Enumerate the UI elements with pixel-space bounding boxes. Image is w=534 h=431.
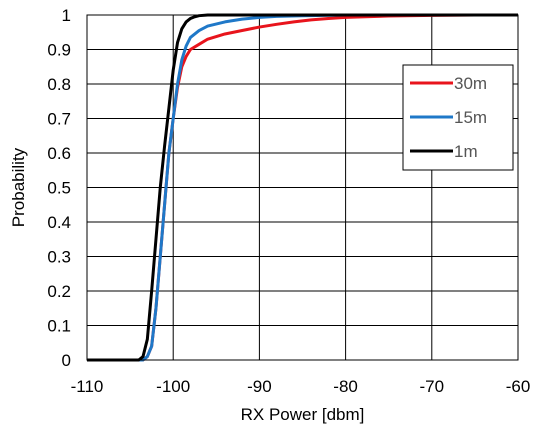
y-tick-label: 0.7 [47,110,71,129]
legend: 30m 15m 1m [402,64,514,171]
x-axis-label: RX Power [dbm] [241,405,365,424]
legend-label: 30m [454,74,487,93]
x-tick-label: -90 [247,377,272,396]
x-tick-label: -80 [333,377,358,396]
x-tick-label: -60 [506,377,531,396]
x-tick-label: -70 [420,377,445,396]
y-tick-label: 0.8 [47,75,71,94]
y-tick-label: 0.5 [47,179,71,198]
y-tick-labels: 0 0.1 0.2 0.3 0.4 0.5 0.6 0.7 0.8 0.9 1 [47,6,71,370]
y-axis-label: Probability [9,147,28,227]
x-tick-labels: -110 -100 -90 -80 -70 -60 [71,377,531,396]
plot-area-frame [86,14,519,361]
y-tick-label: 0 [62,351,71,370]
x-tick-label: -110 [71,377,104,396]
y-tick-label: 0.1 [47,317,71,336]
y-tick-label: 0.4 [47,213,71,232]
x-tick-label: -100 [156,377,190,396]
legend-label: 15m [454,108,487,127]
y-tick-label: 0.9 [47,41,71,60]
legend-label: 1m [454,142,478,161]
y-tick-label: 1 [62,6,71,25]
y-tick-label: 0.3 [47,248,71,267]
y-tick-label: 0.2 [47,282,71,301]
y-tick-label: 0.6 [47,144,71,163]
